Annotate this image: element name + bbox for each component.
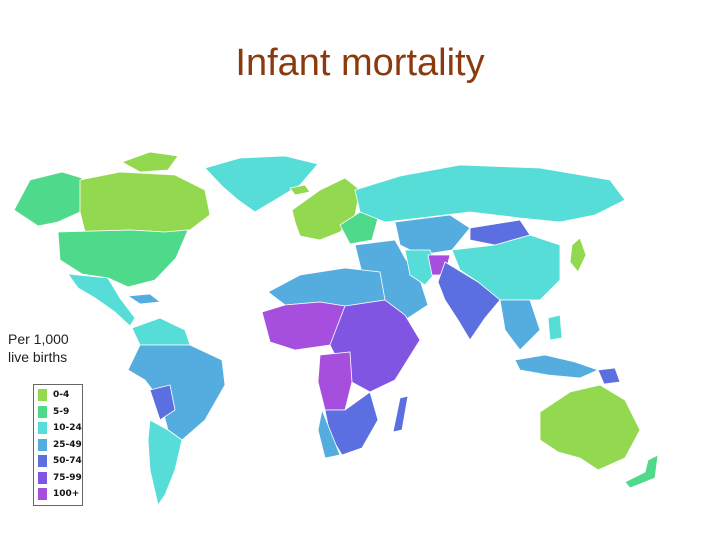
central-africa [317, 351, 353, 411]
iceland [289, 184, 311, 196]
legend-swatch [38, 455, 47, 468]
legend-item: 50-74 [34, 453, 82, 470]
legend-label: 75-99 [53, 472, 82, 483]
southeast-asia [499, 299, 541, 351]
south-asia [437, 261, 501, 341]
legend-item: 5-9 [34, 404, 82, 421]
greenland [204, 155, 319, 213]
mexico [67, 273, 136, 327]
legend-item: 100+ [34, 486, 82, 503]
legend-label: 5-9 [53, 406, 70, 417]
papua-new-guinea [597, 367, 621, 385]
bolivia [149, 384, 176, 421]
australia [539, 384, 641, 471]
europe-east [339, 211, 379, 245]
alaska [13, 171, 83, 227]
southern-cone [147, 419, 183, 506]
legend-item: 75-99 [34, 470, 82, 487]
north-south-america [131, 317, 191, 346]
philippines [547, 314, 563, 341]
madagascar [392, 395, 409, 433]
new-zealand [624, 454, 659, 489]
unit-label: Per 1,000 live births [8, 331, 69, 365]
legend-swatch [38, 422, 47, 435]
legend-swatch [38, 405, 47, 418]
arctic-islands [121, 151, 179, 173]
legend-swatch [38, 488, 47, 501]
canada [79, 171, 211, 233]
legend-label: 50-74 [53, 456, 82, 467]
legend-label: 10-24 [53, 423, 82, 434]
legend-swatch [38, 438, 47, 451]
united-states [57, 229, 189, 288]
caribbean [126, 293, 162, 305]
brazil [127, 344, 226, 441]
legend-item: 25-49 [34, 437, 82, 454]
page-title: Infant mortality [235, 42, 485, 84]
legend-label: 100+ [53, 489, 80, 500]
russia [354, 164, 626, 223]
legend-item: 0-4 [34, 387, 82, 404]
map-legend: 0-4 5-9 10-24 25-49 50-74 75-99 100+ [33, 384, 83, 506]
legend-label: 0-4 [53, 390, 70, 401]
legend-swatch [38, 471, 47, 484]
legend-item: 10-24 [34, 420, 82, 437]
indonesia [514, 354, 600, 379]
legend-swatch [38, 389, 47, 402]
south-africa [317, 408, 341, 459]
japan [569, 237, 587, 273]
legend-label: 25-49 [53, 439, 82, 450]
china [451, 234, 561, 301]
north-africa [267, 267, 386, 309]
